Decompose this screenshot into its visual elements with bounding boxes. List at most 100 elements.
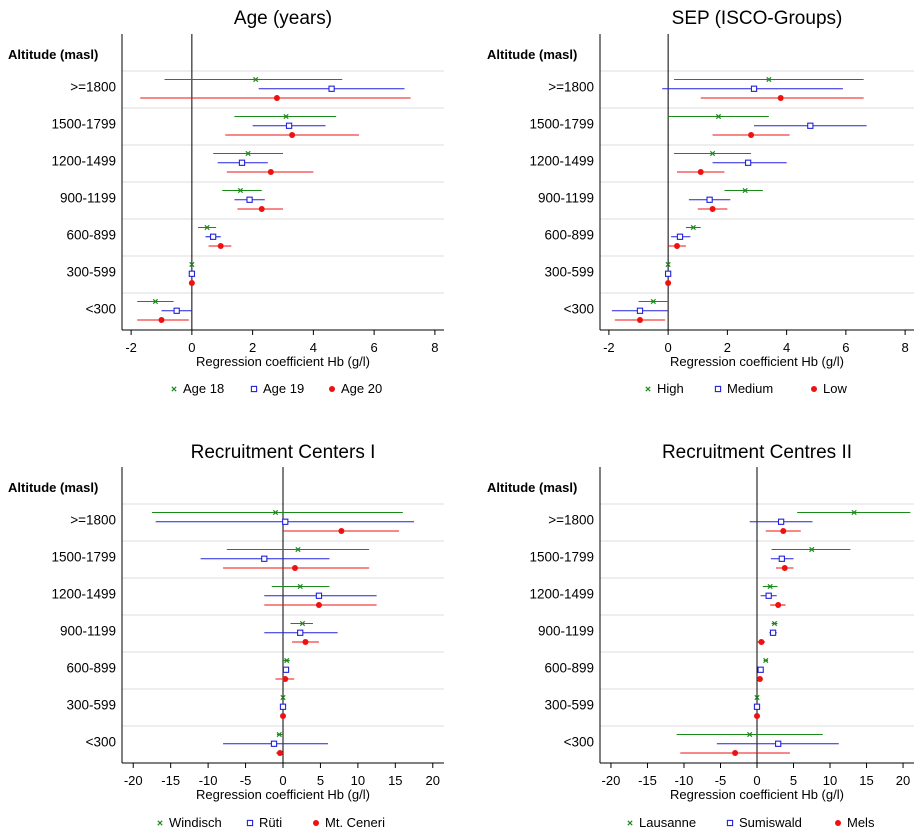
legend-label: Mels — [847, 815, 875, 830]
point-marker — [754, 694, 760, 701]
category-label: 1200-1499 — [51, 153, 116, 168]
x-tick-label: -20 — [602, 773, 621, 788]
point-marker — [765, 592, 772, 599]
row-header: Altitude (masl) — [487, 480, 577, 495]
point-marker — [315, 602, 322, 609]
category-label: 900-1199 — [538, 623, 594, 638]
legend-marker — [157, 820, 163, 826]
x-tick-label: 20 — [426, 773, 440, 788]
point-marker — [302, 639, 309, 646]
point-marker — [280, 694, 286, 701]
point-marker — [756, 676, 763, 683]
point-marker — [780, 528, 787, 535]
category-label: 1500-1799 — [529, 549, 594, 564]
point-marker — [665, 261, 671, 268]
legend: High Medium Low — [645, 381, 847, 396]
point-marker — [152, 298, 159, 305]
panel-3: Recruitment Centers I Altitude (masl) >=18… — [8, 442, 444, 830]
category-label: <300 — [564, 301, 594, 316]
category-label: 600-899 — [66, 660, 116, 675]
category-label: 1200-1499 — [51, 586, 116, 601]
point-marker — [750, 85, 758, 92]
point-marker — [282, 676, 289, 683]
x-tick-label: -10 — [199, 773, 218, 788]
point-marker — [238, 159, 246, 166]
point-marker — [809, 546, 815, 553]
point-marker — [272, 509, 279, 516]
x-tick-label: 10 — [823, 773, 837, 788]
x-tick-label: 20 — [896, 773, 910, 788]
row-header: Altitude (masl) — [8, 480, 98, 495]
row-header: Altitude (masl) — [8, 47, 98, 62]
point-marker — [299, 620, 306, 627]
panel-title: SEP (ISCO-Groups) — [672, 8, 843, 29]
point-marker — [276, 731, 282, 738]
point-marker — [748, 132, 755, 139]
legend-label: Mt. Ceneri — [325, 815, 385, 830]
category-label: 1500-1799 — [51, 116, 116, 131]
x-tick-label: 6 — [842, 340, 849, 355]
x-tick-label: 0 — [753, 773, 760, 788]
category-label: 1200-1499 — [529, 586, 594, 601]
x-tick-label: 2 — [724, 340, 731, 355]
point-marker — [280, 713, 286, 720]
point-marker — [188, 270, 196, 277]
point-marker — [757, 666, 764, 673]
point-marker — [246, 196, 253, 203]
point-marker — [767, 583, 773, 590]
point-marker — [297, 629, 304, 636]
point-marker — [758, 639, 765, 646]
point-marker — [777, 518, 785, 525]
x-tick-label: -2 — [125, 340, 137, 355]
category-label: <300 — [564, 734, 594, 749]
point-marker — [766, 76, 772, 83]
legend: Age 18 Age 19 Age 20 — [171, 381, 382, 396]
point-marker — [284, 657, 290, 664]
point-marker — [775, 740, 782, 747]
point-marker — [283, 113, 289, 120]
point-marker — [769, 629, 777, 636]
legend-marker — [250, 385, 258, 393]
legend-label: Low — [823, 381, 847, 396]
point-marker — [778, 555, 785, 562]
point-marker — [744, 159, 752, 166]
point-marker — [258, 206, 265, 213]
point-marker — [173, 307, 180, 314]
legend-marker — [171, 386, 177, 392]
x-axis-label: Regression coefficient Hb (g/l) — [670, 787, 844, 802]
legend-marker — [627, 820, 633, 826]
legend: Windisch Rüti Mt. Ceneri — [157, 815, 385, 830]
point-marker — [270, 740, 278, 747]
point-marker — [709, 206, 716, 213]
point-marker — [732, 750, 739, 757]
point-marker — [217, 243, 224, 250]
panel-title: Recruitment Centres II — [662, 442, 852, 463]
panel-title: Age (years) — [234, 8, 332, 29]
point-marker — [781, 565, 788, 572]
point-marker — [807, 122, 814, 129]
panel-1: Age (years) Altitude (masl) >=1800 1500-179… — [8, 8, 444, 396]
legend-label: Windisch — [169, 815, 222, 830]
point-marker — [282, 518, 289, 525]
legend-label: High — [657, 381, 684, 396]
point-marker — [279, 703, 287, 710]
x-tick-label: -15 — [161, 773, 180, 788]
point-marker — [777, 95, 784, 102]
category-label: >=1800 — [70, 79, 116, 94]
point-marker — [715, 113, 722, 120]
x-tick-label: -10 — [675, 773, 694, 788]
panel-title: Recruitment Centers I — [191, 442, 376, 463]
point-marker — [706, 196, 713, 203]
point-marker — [289, 132, 296, 139]
category-label: <300 — [86, 734, 116, 749]
category-label: 1200-1499 — [529, 153, 594, 168]
point-marker — [315, 592, 323, 599]
x-tick-label: 8 — [901, 340, 908, 355]
category-label: 1500-1799 — [529, 116, 594, 131]
point-marker — [285, 122, 293, 129]
x-tick-label: 4 — [783, 340, 790, 355]
category-label: 600-899 — [544, 227, 594, 242]
category-label: 900-1199 — [538, 190, 594, 205]
x-tick-label: 4 — [310, 340, 317, 355]
